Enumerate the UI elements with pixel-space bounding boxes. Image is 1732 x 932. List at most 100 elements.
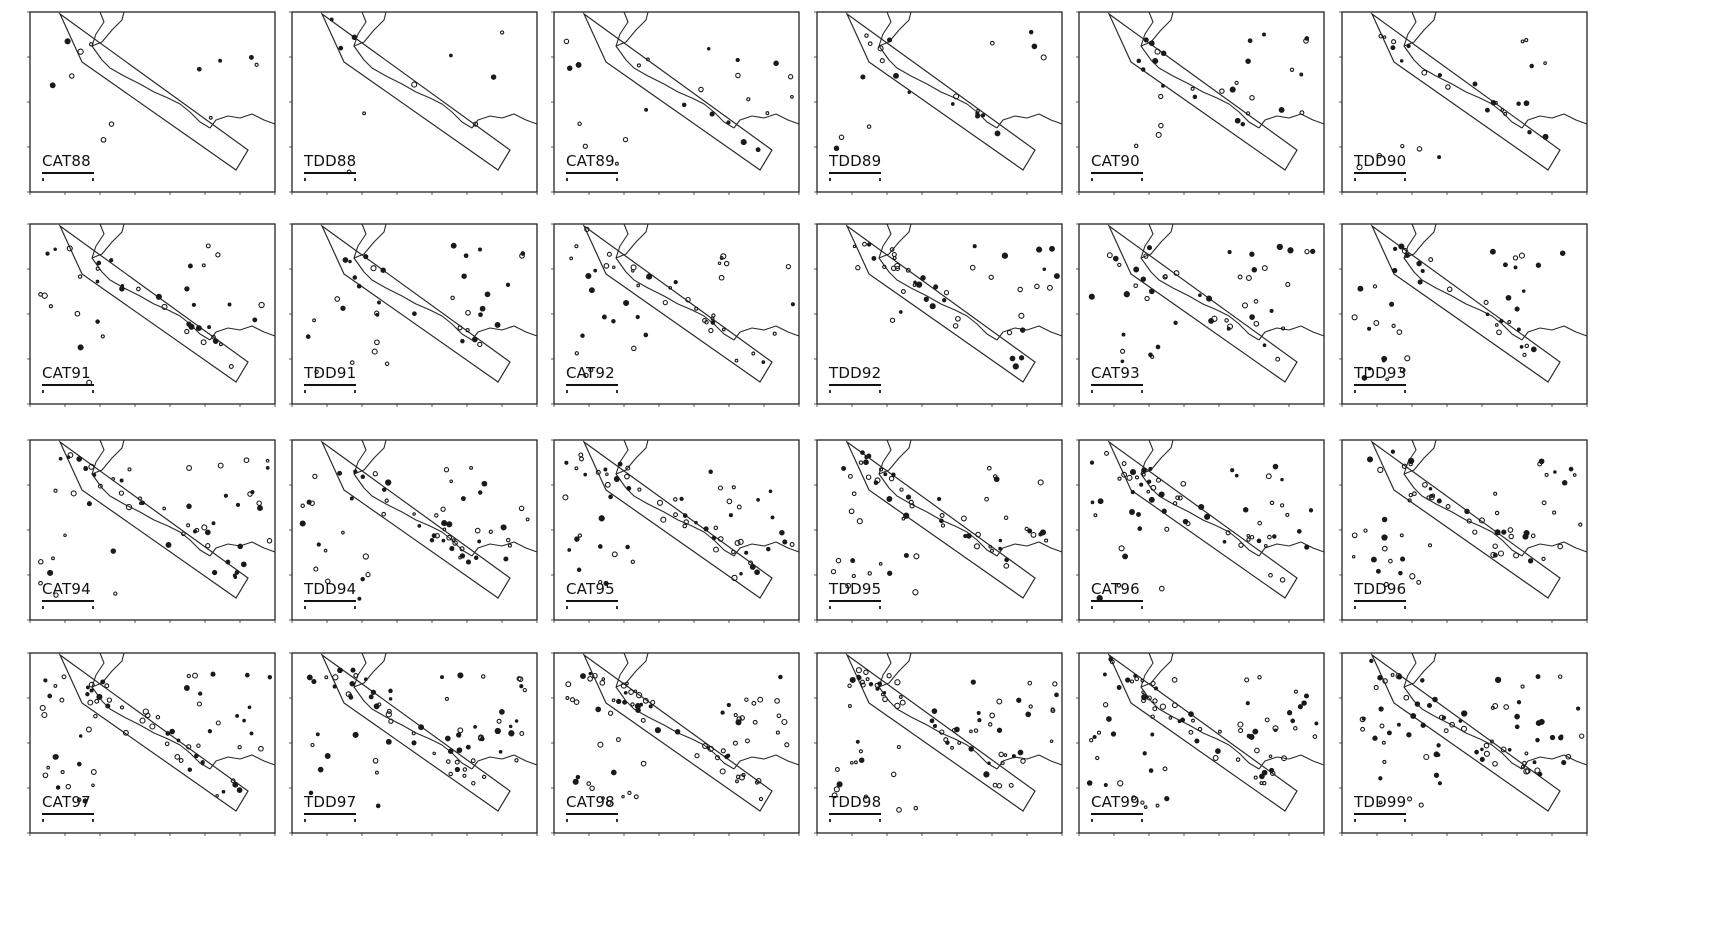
earthquake-event [992, 782, 998, 788]
earthquake-event [1018, 312, 1025, 319]
earthquake-event [1437, 781, 1442, 786]
earthquake-event [642, 697, 649, 704]
earthquake-event [140, 500, 145, 505]
earthquake-event [1253, 299, 1259, 304]
earthquake-event [77, 48, 84, 55]
earthquake-event [201, 524, 208, 531]
earthquake-event [1389, 301, 1395, 307]
earthquake-event [757, 696, 764, 703]
earthquake-event [905, 494, 912, 500]
earthquake-event [1572, 473, 1577, 477]
trench-zone-outline [320, 12, 511, 171]
earthquake-event [1281, 755, 1287, 762]
earthquake-event [227, 302, 232, 307]
earthquake-event [1507, 320, 1512, 324]
map-frame [1078, 223, 1325, 405]
earthquake-event [198, 691, 203, 696]
earthquake-event [1173, 270, 1180, 277]
earthquake-event [989, 712, 996, 719]
scale-bar [304, 172, 356, 174]
earthquake-event [831, 792, 838, 799]
seismicity-map [1339, 11, 1588, 195]
earthquake-event [374, 770, 379, 775]
earthquake-event [155, 293, 162, 300]
earthquake-event [731, 485, 736, 490]
earthquake-event [587, 675, 593, 682]
earthquake-event [162, 506, 167, 511]
coastline-peninsula [996, 113, 1063, 129]
earthquake-event [694, 520, 698, 525]
earthquake-event [1408, 461, 1413, 467]
trench-zone-outline [845, 224, 1036, 383]
earthquake-event [225, 559, 231, 565]
earthquake-event [1296, 529, 1302, 534]
earthquake-event [1148, 466, 1153, 471]
coastline-north [1403, 652, 1437, 688]
earthquake-event [351, 34, 358, 41]
earthquake-event [488, 529, 493, 534]
earthquake-event [477, 341, 483, 348]
earthquake-event [42, 772, 49, 779]
earthquake-event [1152, 57, 1159, 65]
earthquake-event [770, 515, 775, 520]
earthquake-event [1262, 32, 1266, 37]
earthquake-event [479, 736, 485, 742]
earthquake-event [139, 717, 146, 724]
earthquake-event [1520, 684, 1525, 689]
earthquake-event [866, 124, 872, 129]
earthquake-event [1489, 739, 1494, 744]
scale-bar-tick [1404, 819, 1406, 822]
earthquake-event [1286, 710, 1293, 716]
earthquake-event [1215, 748, 1221, 754]
earthquake-event [1437, 155, 1442, 160]
trench-zone-outline [320, 224, 511, 383]
earthquake-event [218, 58, 223, 63]
earthquake-event [1133, 673, 1138, 678]
earthquake-event [939, 518, 944, 524]
earthquake-event [574, 466, 579, 471]
earthquake-event [46, 765, 51, 770]
earthquake-event [1092, 734, 1097, 740]
earthquake-event [865, 677, 870, 682]
map-frame [553, 439, 800, 621]
coastline-north [91, 11, 125, 47]
earthquake-event [1407, 796, 1413, 802]
seismicity-map [814, 223, 1063, 407]
earthquake-event [184, 328, 190, 335]
earthquake-event [1367, 326, 1372, 331]
trench-zone-outline [1107, 440, 1298, 599]
earthquake-event [1534, 767, 1541, 774]
seismicity-map [1339, 652, 1588, 836]
earthquake-event [874, 477, 881, 484]
earthquake-event [856, 518, 863, 525]
earthquake-event [836, 781, 843, 788]
earthquake-event [772, 331, 777, 336]
earthquake-event [161, 303, 168, 310]
earthquake-event [1269, 767, 1275, 773]
scale-bar-tick [354, 390, 356, 393]
earthquake-event [192, 672, 198, 679]
earthquake-event [973, 543, 981, 550]
earthquake-event [517, 676, 524, 683]
earthquake-event [60, 770, 65, 775]
earthquake-event [1377, 466, 1384, 474]
earthquake-event [1381, 545, 1388, 552]
coastline [615, 257, 735, 341]
earthquake-event [94, 698, 100, 704]
coastline-north [1403, 439, 1437, 475]
earthquake-event [1501, 529, 1507, 535]
earthquake-event [855, 739, 860, 744]
earthquake-event [1247, 38, 1253, 44]
earthquake-event [1416, 579, 1422, 585]
earthquake-event [1018, 355, 1025, 361]
earthquake-event [1381, 534, 1388, 541]
earthquake-event [88, 42, 94, 47]
earthquake-event [877, 45, 884, 52]
earthquake-event [1272, 534, 1277, 539]
scale-bar-tick [566, 178, 568, 181]
earthquake-event [621, 794, 625, 799]
earthquake-event [352, 275, 358, 280]
earthquake-event [200, 339, 207, 346]
earthquake-event [469, 465, 474, 470]
coastline [1140, 257, 1260, 341]
